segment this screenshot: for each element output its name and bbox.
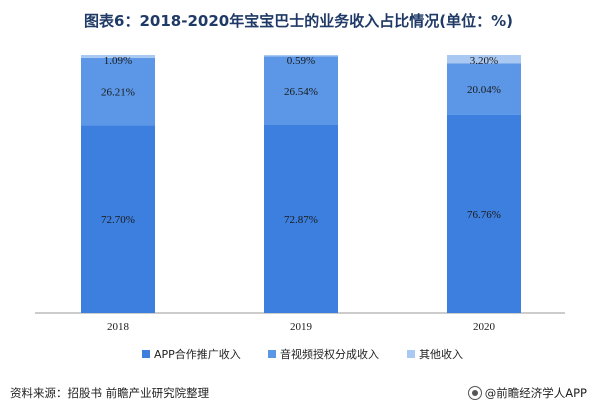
legend-label-app: APP合作推广收入	[154, 348, 241, 361]
chart-title: 图表6：2018-2020年宝宝巴士的业务收入占比情况(单位：%)	[84, 12, 513, 30]
legend-item-other: 其他收入	[407, 346, 463, 362]
x-tick-label-2020: 2020	[473, 321, 496, 333]
legend-swatch-av	[268, 350, 276, 358]
legend-item-av: 音视频授权分成收入	[268, 346, 379, 362]
legend-label-other: 其他收入	[419, 348, 463, 361]
legend-item-app: APP合作推广收入	[142, 346, 241, 362]
source-note: 资料来源：招股书 前瞻产业研究院整理	[10, 386, 210, 400]
bar-segment-2020-s2	[447, 55, 521, 64]
data-label-2019-s1: 26.54%	[284, 86, 318, 98]
bar-segment-2018-s0	[81, 125, 155, 314]
data-label-2018-s2: 1.09%	[104, 55, 132, 67]
x-tick-label-2018: 2018	[107, 321, 130, 333]
data-label-2018-s0: 72.70%	[101, 214, 135, 226]
x-tick-label-2019: 2019	[290, 321, 313, 333]
data-label-2020-s0: 76.76%	[467, 209, 501, 221]
data-label-2018-s1: 26.21%	[101, 87, 135, 99]
bar-segment-2018-s1	[81, 57, 155, 126]
data-label-2020-s2: 3.20%	[470, 55, 498, 67]
legend-label-av: 音视频授权分成收入	[280, 348, 379, 361]
data-label-2019-s2: 0.59%	[287, 55, 315, 67]
data-label-2020-s1: 20.04%	[467, 84, 501, 96]
brand-logo-icon	[467, 386, 482, 400]
bar-segment-2018-s2	[81, 55, 155, 58]
chart-legend: APP合作推广收入 音视频授权分成收入 其他收入	[0, 346, 597, 362]
legend-swatch-other	[407, 350, 415, 358]
bar-segment-2019-s2	[264, 55, 338, 57]
legend-swatch-app	[142, 350, 150, 358]
brand-text: @前瞻经济学人APP	[484, 386, 587, 400]
data-label-2019-s0: 72.87%	[284, 214, 318, 226]
bar-segment-2019-s0	[264, 124, 338, 314]
bar-segment-2019-s1	[264, 56, 338, 125]
bar-segment-2020-s0	[447, 114, 521, 313]
bar-segment-2020-s1	[447, 63, 521, 115]
brand-credit: @前瞻经济学人APP	[467, 385, 587, 401]
